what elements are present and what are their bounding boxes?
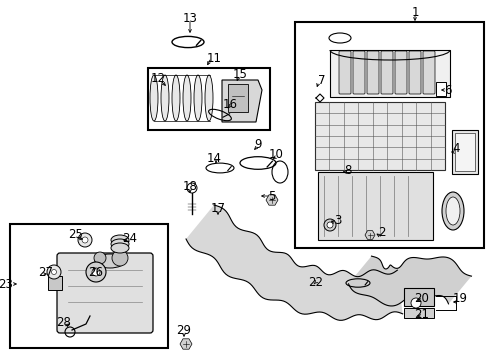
Circle shape	[94, 252, 106, 264]
Circle shape	[82, 237, 88, 243]
FancyBboxPatch shape	[57, 253, 153, 333]
Text: 16: 16	[222, 98, 237, 111]
Text: 11: 11	[206, 51, 221, 64]
Bar	[314, 102, 444, 170]
Circle shape	[324, 219, 335, 231]
FancyBboxPatch shape	[408, 51, 420, 94]
Text: 20: 20	[414, 292, 428, 305]
Polygon shape	[364, 231, 374, 239]
Polygon shape	[180, 339, 192, 349]
Text: 10: 10	[268, 148, 283, 161]
Bar	[403, 288, 433, 306]
Text: 21: 21	[414, 307, 428, 320]
Bar	[148, 68, 269, 130]
Polygon shape	[329, 50, 449, 97]
FancyBboxPatch shape	[352, 51, 364, 94]
Bar	[435, 82, 445, 96]
Text: 4: 4	[451, 141, 459, 154]
Circle shape	[410, 298, 420, 308]
Text: 22: 22	[308, 275, 323, 288]
Text: 13: 13	[182, 12, 197, 24]
FancyBboxPatch shape	[366, 51, 378, 94]
Text: 2: 2	[378, 225, 385, 238]
Text: 26: 26	[88, 266, 103, 279]
Polygon shape	[222, 80, 262, 122]
Ellipse shape	[172, 75, 180, 121]
Text: 7: 7	[318, 73, 325, 86]
Ellipse shape	[150, 75, 158, 121]
Text: 23: 23	[0, 278, 13, 291]
Text: 14: 14	[206, 152, 221, 165]
Text: 9: 9	[254, 138, 261, 150]
Circle shape	[112, 250, 128, 266]
Text: 3: 3	[334, 213, 341, 226]
Ellipse shape	[204, 75, 213, 121]
Ellipse shape	[183, 75, 191, 121]
Ellipse shape	[95, 254, 125, 268]
Text: 12: 12	[150, 72, 165, 85]
Ellipse shape	[445, 197, 459, 225]
Bar	[227, 84, 247, 112]
Bar	[48, 276, 62, 290]
Text: 28: 28	[57, 315, 71, 328]
Ellipse shape	[111, 235, 129, 245]
Text: 27: 27	[39, 266, 53, 279]
Text: 8: 8	[344, 163, 351, 176]
Bar	[451, 130, 477, 174]
Text: 18: 18	[182, 180, 197, 193]
Text: 15: 15	[232, 68, 247, 81]
Bar	[294, 22, 483, 248]
Polygon shape	[265, 195, 278, 205]
Polygon shape	[185, 205, 402, 320]
Ellipse shape	[441, 192, 463, 230]
Text: 5: 5	[268, 189, 275, 202]
Circle shape	[78, 233, 92, 247]
Bar	[10, 224, 168, 348]
Text: 24: 24	[122, 231, 137, 244]
Text: 25: 25	[68, 228, 83, 240]
Text: 6: 6	[443, 84, 451, 96]
FancyBboxPatch shape	[380, 51, 392, 94]
Circle shape	[86, 262, 106, 282]
Text: 17: 17	[210, 202, 225, 215]
Text: 19: 19	[451, 292, 467, 305]
Ellipse shape	[194, 75, 202, 121]
Circle shape	[51, 270, 57, 274]
FancyBboxPatch shape	[338, 51, 350, 94]
Circle shape	[92, 268, 100, 276]
Polygon shape	[348, 256, 470, 306]
Circle shape	[47, 265, 61, 279]
Text: 1: 1	[410, 5, 418, 18]
Ellipse shape	[111, 239, 129, 249]
Ellipse shape	[111, 243, 129, 253]
Circle shape	[186, 183, 197, 193]
FancyBboxPatch shape	[394, 51, 406, 94]
FancyBboxPatch shape	[422, 51, 434, 94]
Circle shape	[326, 222, 332, 228]
Ellipse shape	[161, 75, 169, 121]
Text: 29: 29	[176, 324, 191, 337]
Bar	[317, 172, 432, 240]
Bar	[403, 308, 433, 318]
Bar	[454, 133, 474, 171]
